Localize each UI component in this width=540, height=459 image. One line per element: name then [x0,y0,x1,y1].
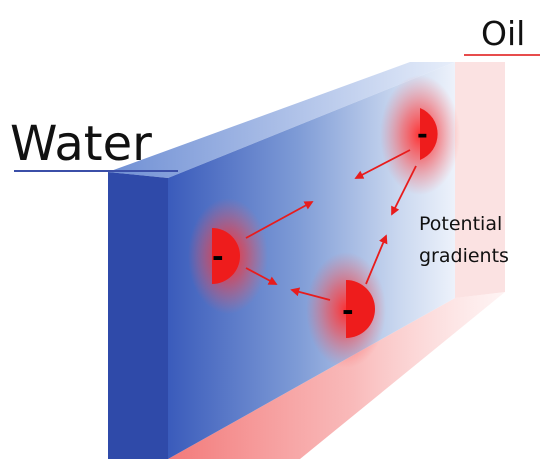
oil-slab-front [455,62,505,298]
oil-slab [168,62,505,459]
arrow-bottom-up [365,234,388,285]
water-slab-top [108,62,455,178]
water-slab [108,62,455,459]
oil-label: Oil [481,14,525,53]
charge-left-sign: - [212,240,224,273]
charge-top-sign: - [417,120,428,150]
charge-bottom-body [346,280,375,338]
gradient-label-line1: Potential [419,213,502,235]
arrow-top-left [354,149,411,179]
arrow-left-down [245,267,278,285]
charge-bottom-sign: - [342,294,354,327]
charge-left: - [188,198,268,314]
water-label: Water [10,116,152,172]
arrow-left-up [245,201,314,239]
charge-bottom: - [306,252,386,368]
oil-slab-bottom [168,292,505,459]
gradient-arrows [245,149,417,301]
gradient-label-line2: gradients [419,245,509,267]
charge-top: - [380,75,460,195]
water-slab-side [108,172,168,459]
charge-left-body [212,228,240,284]
arrow-top-down [391,165,417,216]
arrow-bottom-left [290,287,331,301]
water-slab-front [168,62,455,459]
charge-top-body [420,108,438,160]
